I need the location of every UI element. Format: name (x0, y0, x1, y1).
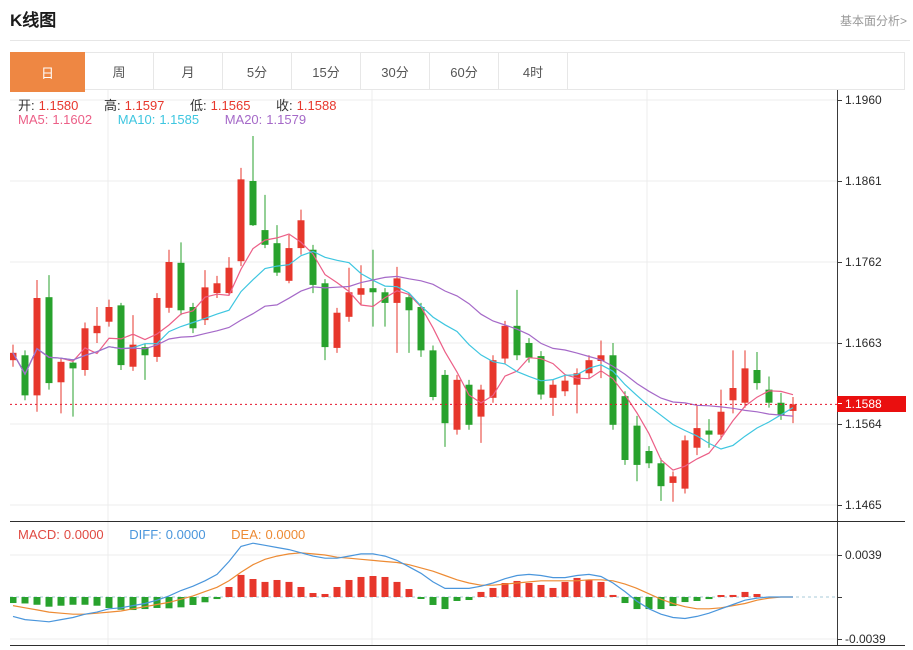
header-divider (10, 40, 910, 41)
axis-tick (838, 343, 842, 344)
axis-tick (838, 639, 842, 640)
axis-tick (838, 181, 842, 182)
ohlc-legend: 开: 1.1580 高: 1.1597 低: 1.1565 收: 1.1588 (18, 95, 340, 114)
axis-tick-label: 1.1861 (845, 174, 882, 188)
axis-tick (838, 597, 842, 598)
tab-60分[interactable]: 60分 (430, 53, 499, 89)
ma10-value: 1.1585 (159, 112, 200, 127)
axis-tick (838, 555, 842, 556)
tab-15分[interactable]: 15分 (292, 53, 361, 89)
tab-bar-filler (568, 53, 904, 89)
bottom-border (10, 645, 905, 646)
high-label: 高: (104, 98, 121, 113)
axis-tick (838, 505, 842, 506)
ma10-label: MA10: (117, 112, 156, 127)
dea-value: 0.0000 (265, 527, 306, 542)
period-tab-bar: 日周月 5分 15分 30分 60分 4时 (10, 52, 905, 92)
main-kline-chart[interactable] (10, 90, 837, 521)
fundamental-analysis-link[interactable]: 基本面分析> (839, 14, 907, 28)
tab-4时[interactable]: 4时 (499, 53, 568, 89)
axis-tick-label: -0.0039 (845, 632, 886, 646)
axis-tick (838, 262, 842, 263)
axis-tick-label: 0.0039 (845, 548, 882, 562)
tab-周[interactable]: 周 (85, 53, 154, 89)
axis-tick-label: 1.1564 (845, 417, 882, 431)
last-price-value: 1.1588 (845, 397, 882, 411)
macd-value: 0.0000 (63, 527, 104, 542)
axis-tick-label: 1.1762 (845, 255, 882, 269)
axis-tick-label: 1.1663 (845, 336, 882, 350)
ma20-value: 1.1579 (266, 112, 307, 127)
close-label: 收: (276, 98, 293, 113)
close-value: 1.1588 (296, 98, 337, 113)
axis-tick-label: 1.1465 (845, 498, 882, 512)
panel-divider (10, 521, 905, 522)
ma5-value: 1.1602 (52, 112, 93, 127)
macd-legend: MACD: 0.0000 DIFF: 0.0000 DEA: 0.0000 (18, 527, 309, 542)
ma5-label: MA5: (18, 112, 49, 127)
low-label: 低: (190, 98, 207, 113)
high-value: 1.1597 (124, 98, 165, 113)
price-axis-line (837, 90, 838, 646)
open-label: 开: (18, 98, 35, 113)
axis-tick (838, 100, 842, 101)
diff-value: 0.0000 (165, 527, 206, 542)
open-value: 1.1580 (38, 98, 79, 113)
chart-area: 开: 1.1580 高: 1.1597 低: 1.1565 收: 1.1588 MA5:… (10, 90, 906, 646)
axis-tick (838, 424, 842, 425)
axis-tick-notch (838, 403, 842, 405)
axis-tick-label: 1.1960 (845, 93, 882, 107)
tab-月[interactable]: 月 (154, 53, 223, 89)
page-title: K线图 (10, 11, 57, 30)
ma-legend: MA5: 1.1602 MA10: 1.1585 MA20: 1.1579 (18, 112, 310, 127)
dea-label: DEA: (231, 527, 262, 542)
tab-30分[interactable]: 30分 (361, 53, 430, 89)
tab-日[interactable]: 日 (10, 52, 85, 92)
macd-label: MACD: (18, 527, 60, 542)
tab-5分[interactable]: 5分 (223, 53, 292, 89)
last-price-badge: 1.1588 (837, 396, 906, 412)
low-value: 1.1565 (210, 98, 251, 113)
ma20-label: MA20: (224, 112, 263, 127)
macd-chart[interactable] (10, 521, 837, 646)
diff-label: DIFF: (129, 527, 162, 542)
